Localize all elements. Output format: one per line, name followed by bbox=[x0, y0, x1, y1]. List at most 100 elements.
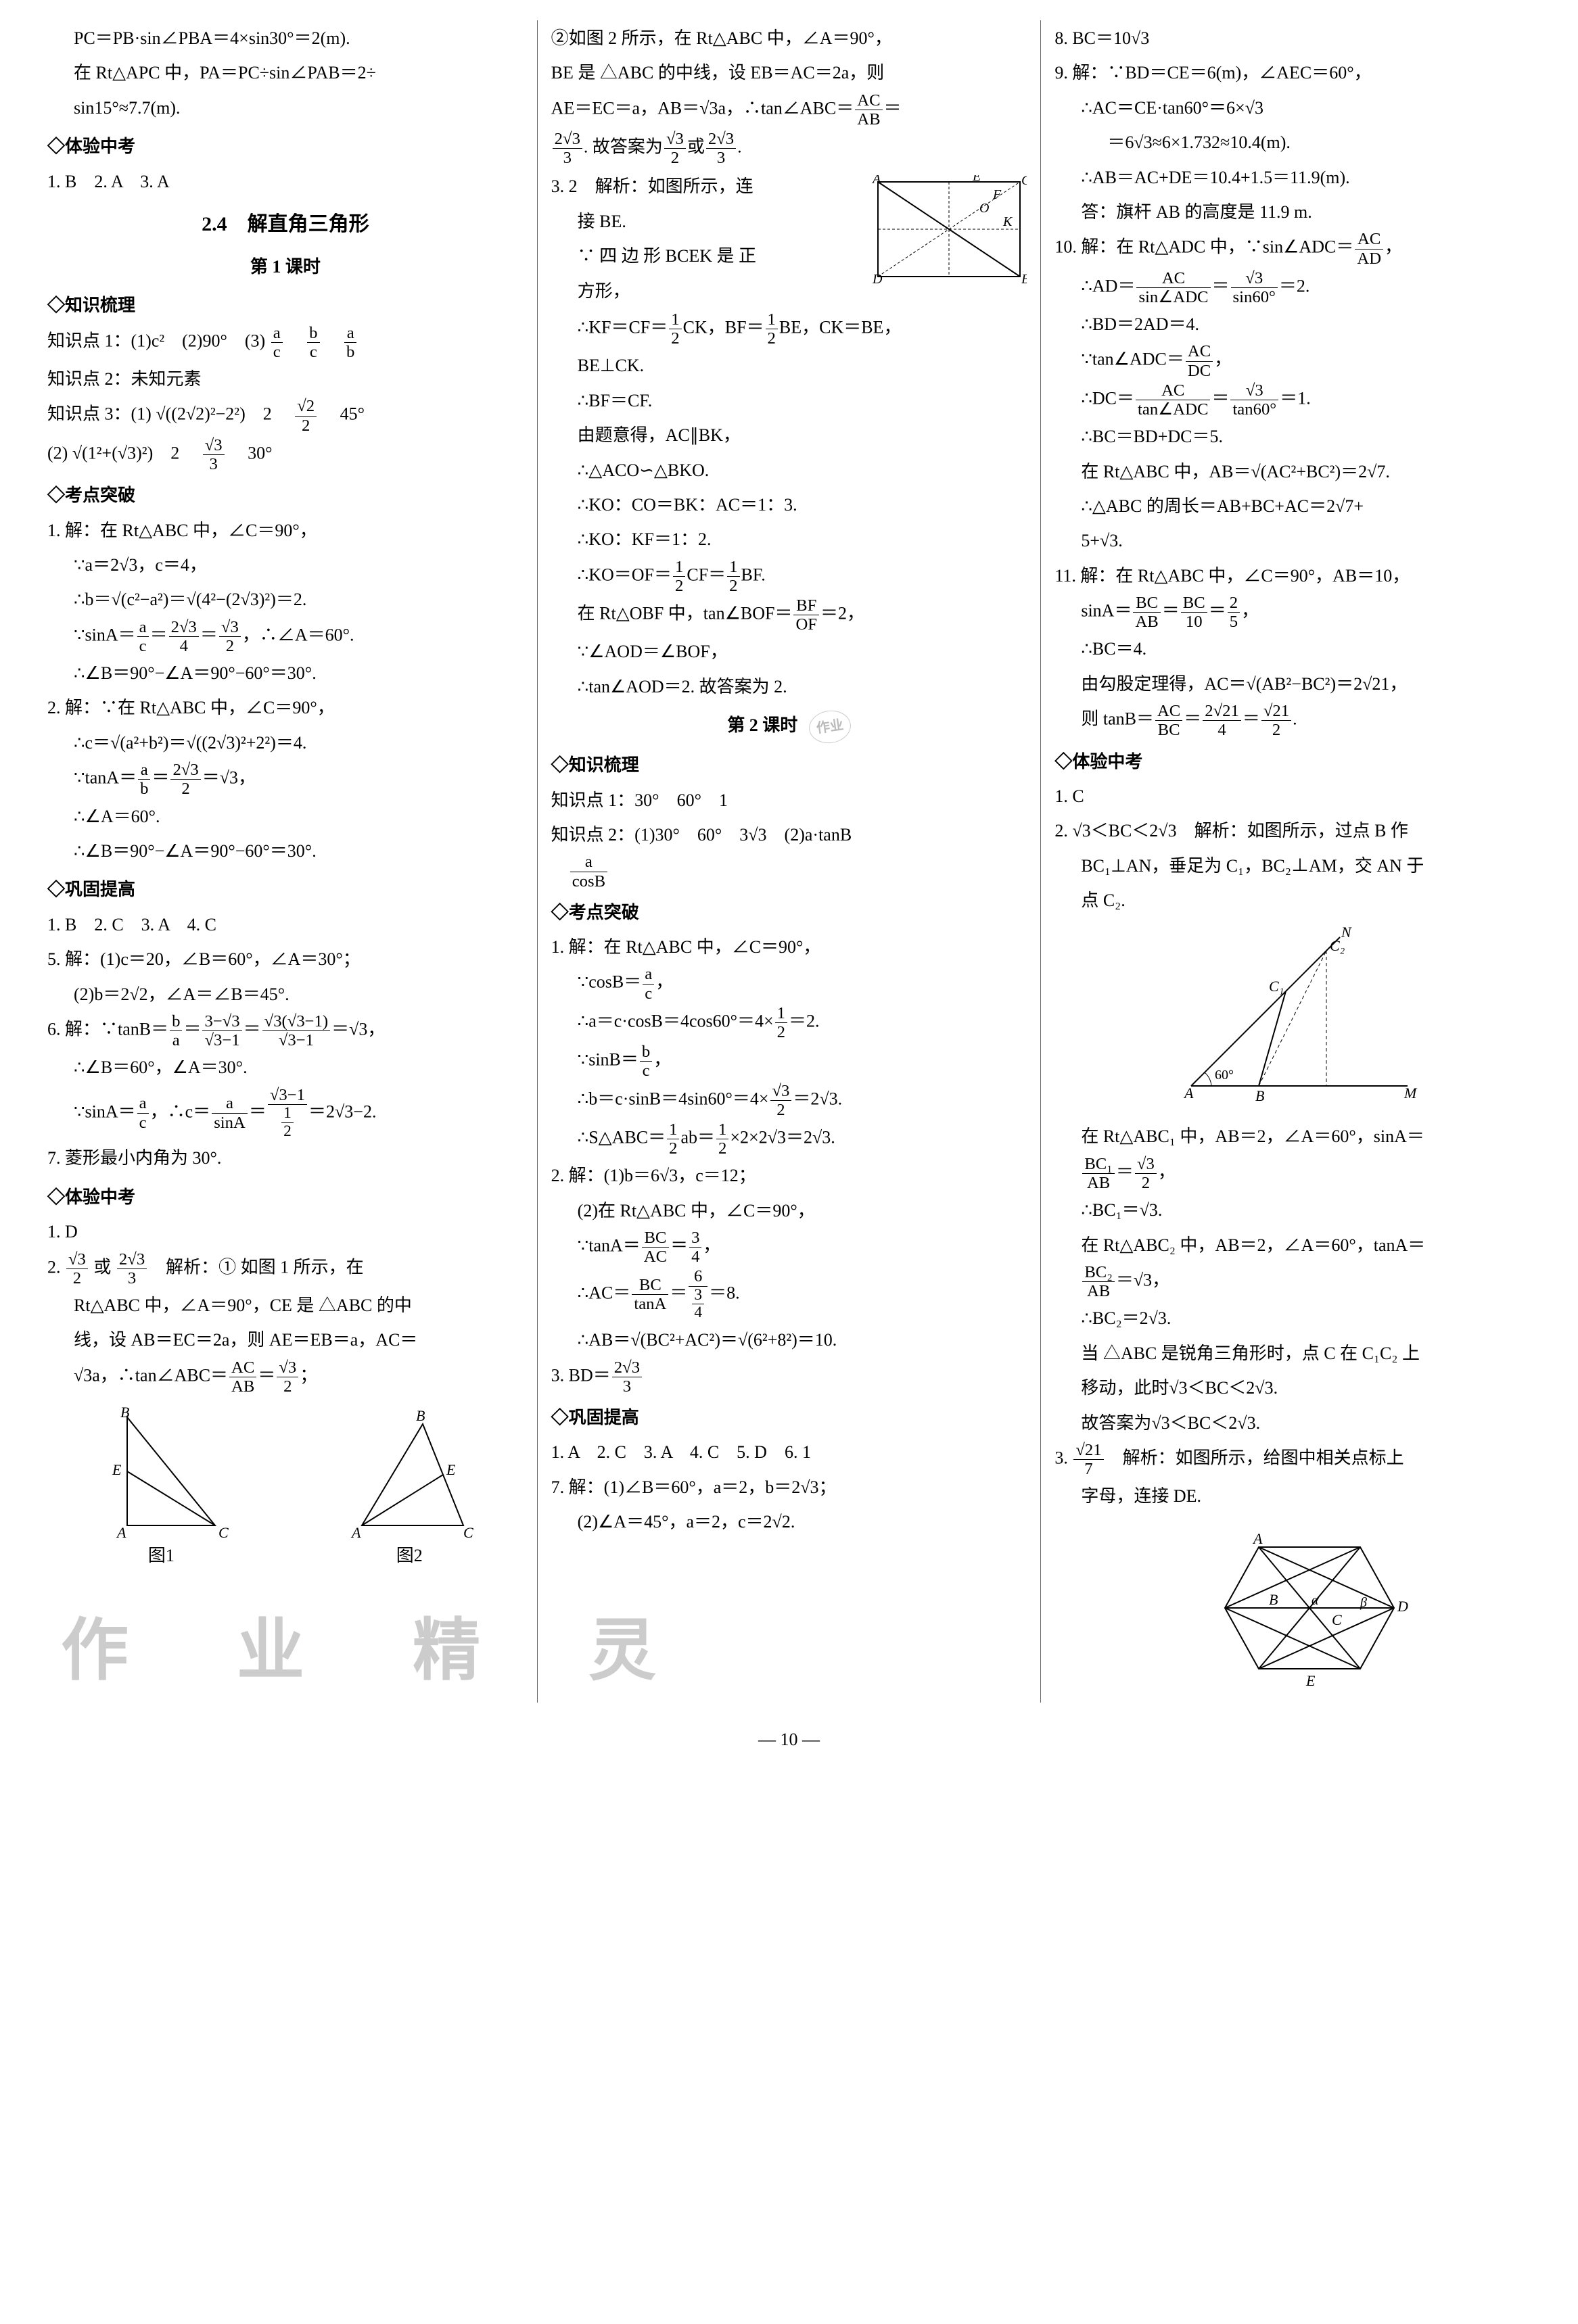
text-line: BC₁⊥AN，垂足为 C₁，BC₂⊥AM，交 AN 于 bbox=[1054, 849, 1531, 882]
text-line: (2)在 Rt△ABC 中，∠C＝90°， bbox=[551, 1194, 1027, 1227]
text-line: ∴BD＝2AD＝4. bbox=[1054, 308, 1531, 341]
heading-tiyanzhongkao: 体验中考 bbox=[1054, 745, 1531, 778]
problem-2: 2. 解：(1)b＝6√3，c＝12； bbox=[551, 1159, 1027, 1192]
svg-text:B: B bbox=[416, 1407, 425, 1424]
section-title: 2.4 解直角三角形 bbox=[47, 205, 524, 243]
answers: 1. A 2. C 3. A 4. C 5. D 6. 1 bbox=[551, 1436, 1027, 1469]
text-line: ∴BC₁＝√3. bbox=[1054, 1193, 1531, 1227]
svg-text:α: α bbox=[1312, 1593, 1319, 1608]
svg-text:B: B bbox=[1269, 1591, 1278, 1608]
svg-text:D: D bbox=[872, 272, 883, 283]
stamp-icon: 作业 bbox=[807, 708, 853, 746]
answers: 1. B 2. C 3. A 4. C bbox=[47, 908, 524, 941]
problem-7: 7. 解：(1)∠B＝60°，a＝2，b＝2√3； bbox=[551, 1471, 1027, 1504]
knowledge-3a: 知识点 3：(1) √((2√2)²−2²) 2 √22 45° bbox=[47, 397, 524, 434]
svg-text:D: D bbox=[1397, 1598, 1408, 1615]
svg-text:C: C bbox=[1021, 175, 1027, 188]
text-line: ∴∠B＝60°，∠A＝30°. bbox=[47, 1051, 524, 1084]
svg-text:C: C bbox=[218, 1524, 229, 1539]
svg-text:C: C bbox=[463, 1524, 473, 1539]
text-line: 故答案为√3＜BC＜2√3. bbox=[1054, 1406, 1531, 1440]
knowledge-2: 知识点 2：未知元素 bbox=[47, 362, 524, 396]
text-line: Rt△ABC 中，∠A＝90°，CE 是 △ABC 的中 bbox=[47, 1289, 524, 1322]
page-number: — 10 — bbox=[34, 1723, 1544, 1756]
heading-gongguotigao: 巩固提高 bbox=[551, 1401, 1027, 1434]
text-line: sinA＝BCAB＝BC10＝25， bbox=[1054, 594, 1531, 631]
figure-row: B E A C 图1 B E A C 图2 bbox=[47, 1397, 524, 1579]
text-line: 答：旗杆 AB 的高度是 11.9 m. bbox=[1054, 195, 1531, 229]
text-line: ∵tan∠ADC＝ACDC， bbox=[1054, 342, 1531, 379]
figure-2: B E A C 图2 bbox=[342, 1404, 477, 1572]
svg-text:A: A bbox=[116, 1524, 126, 1539]
lesson-2: 第 2 课时 作业 bbox=[551, 709, 1027, 743]
text-line: ∴KF＝CF＝12CK，BF＝12BE，CK＝BE， bbox=[551, 310, 1027, 348]
text-line: ∴b＝√(c²−a²)＝√(4²−(2√3)²)＝2. bbox=[47, 583, 524, 616]
text-line: √3a，∴tan∠ABC＝ACAB＝√32； bbox=[47, 1358, 524, 1396]
svg-text:B: B bbox=[1255, 1087, 1264, 1104]
text-line: ∴BC＝4. bbox=[1054, 632, 1531, 665]
column-1: PC＝PB·sin∠PBA＝4×sin30°＝2(m). 在 Rt△APC 中，… bbox=[34, 20, 537, 1703]
svg-text:A: A bbox=[350, 1524, 361, 1539]
svg-text:O: O bbox=[979, 201, 989, 216]
problem-2: 2. √32 或 2√33 解析：① 如图 1 所示，在 bbox=[47, 1250, 524, 1287]
heading-kaodiantupo: 考点突破 bbox=[551, 896, 1027, 929]
text-line: ∵cosB＝ac， bbox=[551, 965, 1027, 1002]
text-line: ∴BC₂＝2√3. bbox=[1054, 1302, 1531, 1335]
text-line: 移动，此时√3＜BC＜2√3. bbox=[1054, 1371, 1531, 1404]
text-line: ∴c＝√(a²+b²)＝√((2√3)²+2²)＝4. bbox=[47, 726, 524, 759]
knowledge-1: 知识点 1：(1)c² (2)90° (3) ac bc ab bbox=[47, 324, 524, 361]
text-line: ∴∠B＝90°−∠A＝90°−60°＝30°. bbox=[47, 657, 524, 690]
figure-hexagon: A D E B C α β bbox=[1054, 1520, 1531, 1696]
text-line: 在 Rt△APC 中，PA＝PC÷sin∠PAB＝2÷ bbox=[47, 56, 524, 89]
text-line: 由题意得，AC∥BK， bbox=[551, 419, 1027, 452]
text-line: AE＝EC＝a，AB＝√3a，∴tan∠ABC＝ACAB＝ bbox=[551, 91, 1027, 128]
svg-text:A: A bbox=[1183, 1085, 1194, 1101]
text-line: PC＝PB·sin∠PBA＝4×sin30°＝2(m). bbox=[47, 22, 524, 55]
problem-8: 8. BC＝10√3 bbox=[1054, 22, 1531, 55]
text-line: ∴AC＝BCtanA＝634＝8. bbox=[551, 1267, 1027, 1322]
text-line: ∴BF＝CF. bbox=[551, 384, 1027, 417]
text-line: 字母，连接 DE. bbox=[1054, 1479, 1531, 1513]
text-line: 2√33. 故答案为√32或2√33. bbox=[551, 130, 1027, 167]
text-line: 在 Rt△OBF 中，tan∠BOF＝BFOF＝2， bbox=[551, 596, 1027, 634]
heading-tiyanzhongkao: 体验中考 bbox=[47, 1181, 524, 1214]
figure-square: A E C F O K D B bbox=[871, 175, 1027, 302]
problem-2: 2. √3＜BC＜2√3 解析：如图所示，过点 B 作 bbox=[1054, 814, 1531, 847]
problem-9: 9. 解：∵BD＝CE＝6(m)，∠AEC＝60°， bbox=[1054, 56, 1531, 89]
knowledge-2b: acosB bbox=[551, 853, 1027, 890]
text-line: ∵∠AOD＝∠BOF， bbox=[551, 635, 1027, 668]
text-line: 5+√3. bbox=[1054, 524, 1531, 557]
text-line: 当 △ABC 是锐角三角形时，点 C 在 C₁C₂ 上 bbox=[1054, 1337, 1531, 1370]
svg-text:C₁: C₁ bbox=[1269, 978, 1284, 995]
text-line: ∴AB＝√(BC²+AC²)＝√(6²+8²)＝10. bbox=[551, 1323, 1027, 1356]
text-line: 在 Rt△ABC 中，AB＝√(AC²+BC²)＝2√7. bbox=[1054, 455, 1531, 488]
text-line: BE⊥CK. bbox=[551, 349, 1027, 382]
heading-tiyanzhongkao: 体验中考 bbox=[47, 130, 524, 163]
problem-7: 7. 菱形最小内角为 30°. bbox=[47, 1141, 524, 1175]
problem-1: 1. 解：在 Rt△ABC 中，∠C＝90°， bbox=[47, 514, 524, 547]
problem-11: 11. 解：在 Rt△ABC 中，∠C＝90°，AB＝10， bbox=[1054, 559, 1531, 592]
text-line: 在 Rt△ABC₁ 中，AB＝2，∠A＝60°，sinA＝ bbox=[1054, 1120, 1531, 1153]
text-line: ∴a＝c·cosB＝4cos60°＝4×12＝2. bbox=[551, 1004, 1027, 1041]
svg-text:E: E bbox=[1305, 1672, 1316, 1689]
svg-text:E: E bbox=[446, 1461, 456, 1478]
figure-1: B E A C 图1 bbox=[93, 1404, 229, 1572]
text-line: BE 是 △ABC 的中线，设 EB＝AC＝2a，则 bbox=[551, 56, 1027, 89]
knowledge-3b: (2) √(1²+(√3)²) 2 √33 30° bbox=[47, 436, 524, 473]
problem-2: 2. 解：∵在 Rt△ABC 中，∠C＝90°， bbox=[47, 691, 524, 724]
svg-text:E: E bbox=[972, 175, 981, 184]
knowledge-2: 知识点 2：(1)30° 60° 3√3 (2)a·tanB bbox=[551, 818, 1027, 851]
problem-3: 3. 2 解析：如图所示，连 bbox=[551, 170, 865, 203]
knowledge-1: 知识点 1：30° 60° 1 bbox=[551, 784, 1027, 817]
svg-text:K: K bbox=[1002, 214, 1013, 229]
text-line: 点 C₂. bbox=[1054, 884, 1531, 917]
svg-text:β: β bbox=[1360, 1595, 1367, 1610]
text-line: ∴KO：CO＝BK：AC＝1：3. bbox=[551, 488, 1027, 521]
text-line: ∵sinB＝bc， bbox=[551, 1043, 1027, 1080]
text-line: ∴AD＝ACsin∠ADC＝√3sin60°＝2. bbox=[1054, 269, 1531, 306]
text-line: ∵a＝2√3，c＝4， bbox=[47, 548, 524, 582]
answers: 1. D bbox=[47, 1215, 524, 1248]
svg-text:E: E bbox=[112, 1461, 122, 1478]
text-line: ∴△ACO∽△BKO. bbox=[551, 454, 1027, 487]
problem-1: 1. 解：在 Rt△ABC 中，∠C＝90°， bbox=[551, 930, 1027, 964]
